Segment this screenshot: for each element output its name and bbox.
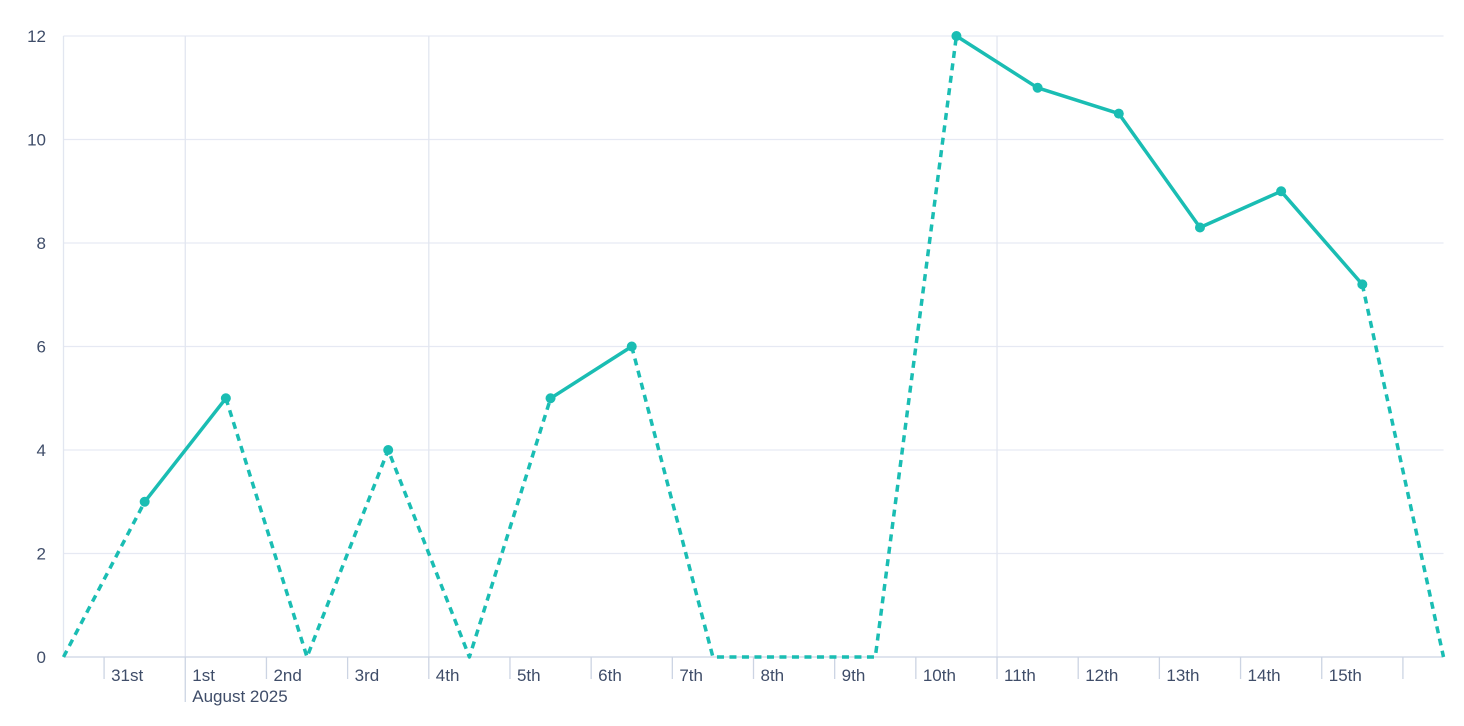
- x-tick-label: 31st: [111, 666, 143, 685]
- data-point-marker[interactable]: [951, 31, 962, 41]
- series-line-dashed: [61, 500, 147, 658]
- data-point-marker[interactable]: [220, 393, 231, 404]
- month-label: August 2025: [192, 687, 287, 706]
- y-tick-label: 0: [37, 648, 46, 667]
- y-tick-label: 2: [37, 545, 46, 564]
- data-point-marker[interactable]: [1276, 186, 1287, 197]
- x-tick-label: 14th: [1248, 666, 1281, 685]
- y-tick-label: 12: [27, 27, 46, 46]
- x-tick-label: 12th: [1085, 666, 1118, 685]
- data-point-marker[interactable]: [1032, 82, 1043, 93]
- x-tick-label: 9th: [842, 666, 866, 685]
- x-tick-label: 6th: [598, 666, 622, 685]
- x-tick-label: 4th: [436, 666, 460, 685]
- series-line-solid: [143, 397, 228, 503]
- y-tick-label: 6: [37, 338, 46, 357]
- data-point-marker[interactable]: [1194, 222, 1205, 233]
- x-tick-label: 13th: [1166, 666, 1199, 685]
- series-line-solid: [955, 34, 1364, 286]
- series-line-solid: [549, 345, 633, 400]
- series-line-dashed: [1360, 284, 1446, 658]
- x-tick-label: 10th: [923, 666, 956, 685]
- x-tick-label: 1st: [192, 666, 215, 685]
- x-tick-label: 5th: [517, 666, 541, 685]
- x-tick-label: 15th: [1329, 666, 1362, 685]
- y-tick-label: 10: [27, 131, 46, 150]
- x-tick-label: 7th: [679, 666, 703, 685]
- y-tick-label: 4: [37, 441, 46, 460]
- x-tick-label: 11th: [1004, 666, 1036, 685]
- data-point-marker[interactable]: [383, 445, 394, 455]
- x-tick-label: 3rd: [355, 666, 380, 685]
- y-tick-label: 8: [37, 234, 46, 253]
- data-point-marker[interactable]: [1357, 279, 1368, 290]
- x-tick-label: 2nd: [273, 666, 301, 685]
- series-line-dashed: [630, 35, 959, 659]
- x-tick-label: 8th: [761, 666, 785, 685]
- series-line-dashed: [224, 397, 553, 659]
- data-point-marker[interactable]: [1113, 108, 1124, 119]
- data-point-marker[interactable]: [545, 393, 556, 404]
- data-point-marker[interactable]: [626, 341, 637, 352]
- data-point-marker[interactable]: [139, 496, 150, 507]
